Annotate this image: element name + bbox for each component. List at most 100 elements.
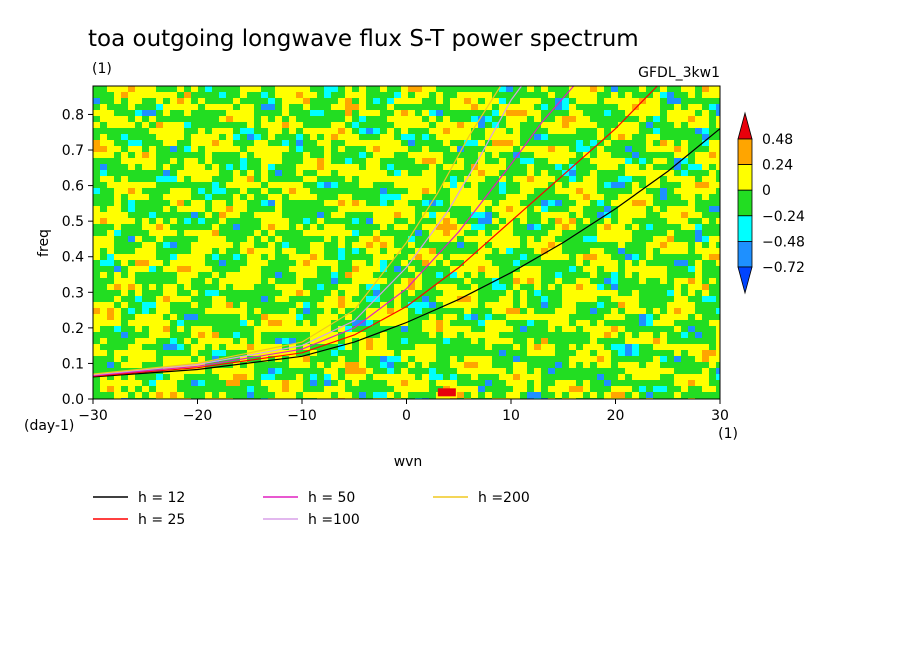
heatmap-cell [135,212,142,218]
heatmap-cell [135,272,142,278]
heatmap-cell [254,380,261,386]
heatmap-cell [394,206,401,212]
heatmap-cell [296,368,303,374]
heatmap-cell [170,110,177,116]
heatmap-cell [303,236,310,242]
heatmap-cell [597,146,604,152]
x-axis-label: wvn [394,454,423,470]
heatmap-cell [254,176,261,182]
heatmap-cell [373,104,380,110]
heatmap-cell [681,254,688,260]
heatmap-cell [436,152,443,158]
heatmap-cell [429,254,436,260]
heatmap-cell [233,272,240,278]
heatmap-cell [548,386,555,392]
dispersion-curve [92,85,575,377]
heatmap-cell [352,170,359,176]
heatmap-cell [429,326,436,332]
heatmap-cell [352,356,359,362]
heatmap-cell [198,314,205,320]
heatmap-cell [408,242,415,248]
heatmap-cell [93,170,100,176]
heatmap-cell [457,308,464,314]
heatmap-cell [611,128,618,134]
heatmap-cell [555,254,562,260]
heatmap-cell [380,296,387,302]
heatmap-cell [107,212,114,218]
heatmap-cell [639,122,646,128]
heatmap-cell [177,218,184,224]
heatmap-cell [597,92,604,98]
heatmap-cell [401,116,408,122]
heatmap-cell [450,170,457,176]
heatmap-cell [219,278,226,284]
heatmap-cell [247,260,254,266]
heatmap-cell [149,302,156,308]
heatmap-cell [226,200,233,206]
heatmap-cell [380,128,387,134]
heatmap-cell [625,116,632,122]
heatmap-cell [345,254,352,260]
heatmap-cell [149,116,156,122]
heatmap-cell [163,308,170,314]
heatmap-cell [247,92,254,98]
heatmap-cell [205,164,212,170]
heatmap-cell [695,140,702,146]
heatmap-cell [443,368,450,374]
heatmap-cell [534,92,541,98]
heatmap-cell [674,176,681,182]
heatmap-cell [422,272,429,278]
heatmap-cell [345,152,352,158]
heatmap-cell [576,104,583,110]
heatmap-cell [100,392,107,398]
heatmap-cell [688,344,695,350]
heatmap-cell [128,176,135,182]
heatmap-cell [233,98,240,104]
heatmap-cell [107,386,114,392]
heatmap-cell [478,380,485,386]
heatmap-cell [142,302,149,308]
heatmap-cell [310,140,317,146]
heatmap-cell [499,350,506,356]
heatmap-cell [702,386,709,392]
heatmap-cell [261,296,268,302]
heatmap-cell [520,200,527,206]
heatmap-cell [289,356,296,362]
heatmap-cell [527,362,534,368]
heatmap-cell [114,278,121,284]
heatmap-cell [219,152,226,158]
heatmap-cell [387,110,394,116]
heatmap-cell [114,224,121,230]
heatmap-cell [485,374,492,380]
heatmap-cell [443,332,450,338]
heatmap-cell [457,158,464,164]
heatmap-cell [121,170,128,176]
heatmap-cell [156,290,163,296]
heatmap-cell [93,92,100,98]
heatmap-cell [464,386,471,392]
heatmap-cell [408,266,415,272]
heatmap-cell [198,230,205,236]
heatmap-cell [191,386,198,392]
heatmap-cell [121,140,128,146]
heatmap-cell [163,392,170,398]
heatmap-cell [359,266,366,272]
heatmap-cell [387,236,394,242]
heatmap-cell [520,194,527,200]
heatmap-cell [121,308,128,314]
heatmap-cell [513,152,520,158]
heatmap-cell [156,110,163,116]
heatmap-cell [569,386,576,392]
heatmap-cell [478,116,485,122]
heatmap-cell [653,110,660,116]
heatmap-cell [114,266,121,272]
heatmap-cell [191,374,198,380]
heatmap-cell [198,350,205,356]
heatmap-cell [387,362,394,368]
heatmap-cell [597,380,604,386]
heatmap-cell [163,338,170,344]
heatmap-cell [429,188,436,194]
heatmap-cell [597,284,604,290]
heatmap-cell [191,260,198,266]
heatmap-cell [569,308,576,314]
